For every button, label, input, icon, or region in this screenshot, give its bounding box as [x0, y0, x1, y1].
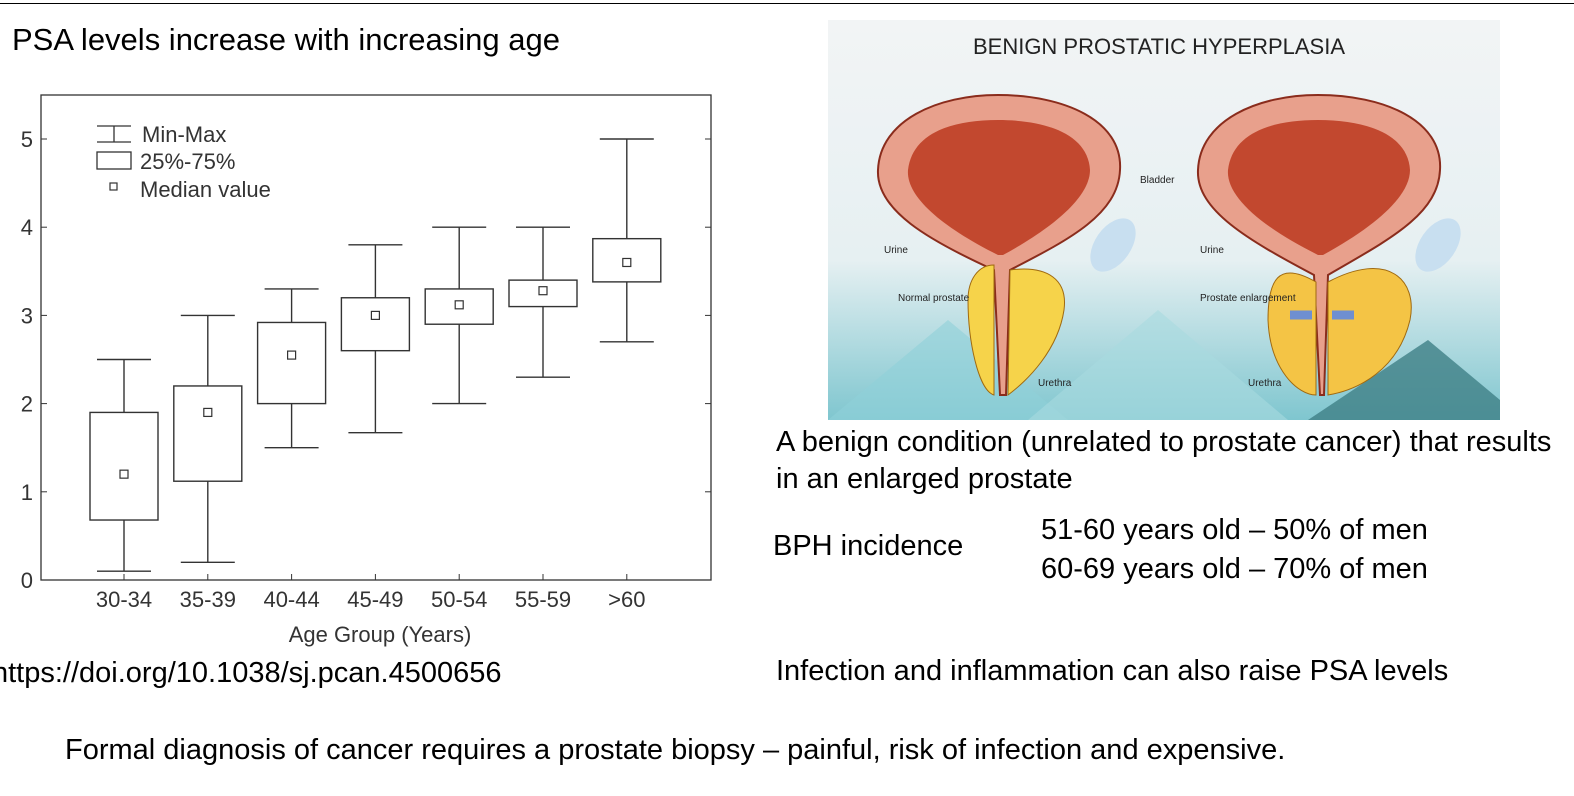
box->60 [592, 138, 662, 343]
x-axis: 30-34 35-39 40-44 45-49 50-54 55-59 >60 [96, 574, 645, 612]
legend-minmax-icon [97, 125, 131, 143]
boxes [89, 138, 662, 572]
footer-note: Formal diagnosis of cancer requires a pr… [65, 734, 1286, 766]
x-tick-label: 50-54 [431, 587, 487, 612]
box-50-54 [424, 226, 494, 405]
plot-frame [40, 94, 712, 581]
iqr-box [592, 237, 662, 283]
bph-illustration: BENIGN PROSTATIC HYPERPLASIA Bladder Uri… [828, 20, 1500, 420]
iqr-box [340, 297, 411, 352]
psa-boxplot-chart: 0 1 2 3 4 5 30-34 35-39 40-44 45-49 50-54 55-59 >60… [21, 94, 712, 647]
slide-title: PSA levels increase with increasing age [12, 22, 560, 57]
bph-incidence-row: 51-60 years old – 50% of men [1041, 514, 1428, 546]
legend-box-icon [96, 151, 132, 170]
y-tick-label: 1 [21, 480, 33, 505]
y-tick-label: 0 [21, 568, 33, 593]
median-marker [203, 407, 213, 418]
median-marker [287, 350, 297, 360]
x-tick-label: 40-44 [263, 587, 319, 612]
iqr-box [256, 321, 327, 405]
y-tick-label: 2 [21, 392, 33, 417]
label-prostate-enlargement: Prostate enlargement [1200, 293, 1296, 304]
x-tick-label: 45-49 [347, 587, 403, 612]
y-tick-label: 5 [21, 127, 33, 152]
box-55-59 [508, 226, 578, 378]
illustration-title: BENIGN PROSTATIC HYPERPLASIA [973, 34, 1345, 59]
label-urine-left: Urine [884, 245, 908, 256]
median-marker [370, 310, 380, 320]
iqr-box [508, 279, 578, 308]
x-tick-label: 30-34 [96, 587, 152, 612]
label-urethra-left: Urethra [1038, 378, 1072, 389]
iqr-box [173, 385, 243, 482]
infection-note: Infection and inflammation can also rais… [776, 655, 1449, 687]
label-urethra-right: Urethra [1248, 378, 1282, 389]
iqr-box [89, 411, 159, 521]
x-tick-label: 55-59 [515, 587, 571, 612]
x-tick-label: 35-39 [180, 587, 236, 612]
median-marker [454, 300, 464, 310]
median-marker [538, 286, 548, 296]
iqr-box [424, 288, 494, 325]
label-urine-right: Urine [1200, 245, 1224, 256]
legend-minmax: Min-Max [142, 122, 226, 147]
y-tick-label: 3 [21, 303, 33, 328]
enlarged-bladder [1196, 93, 1461, 396]
legend-median: Median value [140, 177, 271, 202]
x-axis-label: Age Group (Years) [289, 622, 472, 647]
bph-incidence-row: 60-69 years old – 70% of men [1041, 553, 1428, 585]
bph-incidence-label: BPH incidence [773, 530, 964, 562]
citation-link[interactable]: https://doi.org/10.1038/sj.pcan.4500656 [0, 657, 502, 689]
median-marker [622, 257, 632, 268]
y-axis: 0 1 2 3 4 5 [21, 127, 711, 593]
label-normal-prostate: Normal prostate [898, 293, 970, 304]
top-rule [0, 3, 1574, 4]
normal-bladder [876, 93, 1136, 397]
box-40-44 [256, 288, 327, 449]
y-tick-label: 4 [21, 215, 33, 240]
legend: Min-Max 25%-75% Median value [96, 122, 271, 202]
box-45-49 [340, 244, 411, 434]
label-bladder: Bladder [1140, 175, 1175, 186]
x-tick-label: >60 [608, 587, 645, 612]
bph-description: A benign condition (unrelated to prostat… [776, 426, 1552, 495]
legend-median-icon [109, 182, 118, 191]
box-30-34 [89, 358, 159, 572]
median-marker [119, 469, 129, 479]
box-35-39 [173, 314, 243, 564]
legend-quartiles: 25%-75% [140, 149, 235, 174]
